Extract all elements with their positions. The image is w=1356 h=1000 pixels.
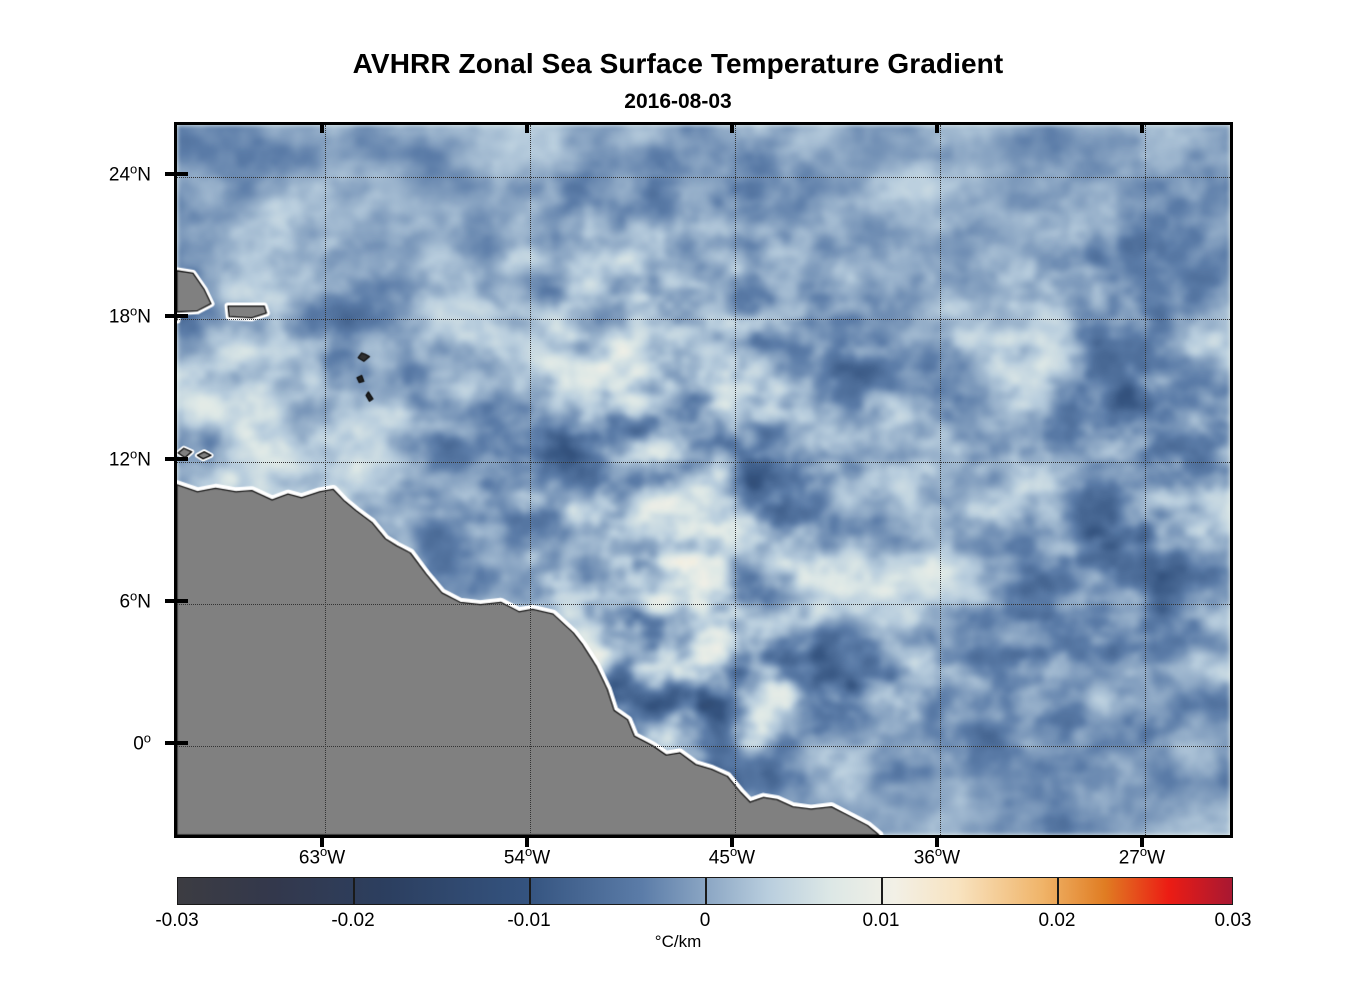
y-tick-inner [177, 741, 188, 746]
y-tick-mark [165, 172, 176, 177]
colorbar-tick-mark [1057, 877, 1059, 905]
x-axis-label: 27oW [1118, 844, 1166, 869]
y-tick-inner [177, 172, 188, 177]
x-axis-label: 54oW [503, 844, 551, 869]
colorbar-tick-label: -0.01 [507, 910, 551, 931]
y-axis-label: 6oN [119, 588, 151, 613]
x-tick-mark [729, 835, 734, 847]
x-tick-mark-top [1139, 122, 1144, 133]
y-tick-mark [165, 456, 176, 461]
map-plot-area [174, 122, 1233, 838]
x-axis-label: 45oW [708, 844, 756, 869]
x-tick-mark-top [525, 122, 529, 133]
colorbar-tick-label: 0.02 [1038, 910, 1076, 931]
y-axis-label: 0o [133, 730, 151, 755]
y-tick-mark [165, 741, 176, 746]
colorbar-tick-label: -0.03 [155, 910, 199, 931]
y-tick-mark [165, 598, 176, 603]
colorbar-tick-mark [881, 877, 883, 905]
x-tick-mark-top [729, 122, 734, 133]
y-axis-label: 18oN [108, 303, 151, 329]
y-tick-inner [177, 314, 188, 319]
x-tick-mark [1139, 835, 1144, 847]
sst-gradient-heatmap [177, 125, 1230, 835]
colorbar-tick-mark [353, 877, 355, 905]
x-tick-mark [320, 835, 325, 847]
colorbar-tick-mark [529, 877, 531, 905]
colorbar-tick-label: 0.03 [1214, 910, 1252, 931]
x-axis-label: 63oW [298, 844, 346, 869]
y-tick-inner [177, 456, 188, 461]
figure-subtitle: 2016-08-03 [624, 90, 732, 113]
colorbar-unit-label: °C/km [654, 932, 702, 951]
x-tick-mark [525, 835, 529, 847]
x-tick-mark-top [934, 122, 939, 133]
x-tick-mark-top [320, 122, 325, 133]
x-tick-mark [934, 835, 939, 847]
x-axis-label: 36oW [913, 844, 961, 869]
y-axis-label: 12oN [108, 445, 151, 471]
figure-title: AVHRR Zonal Sea Surface Temperature Grad… [352, 48, 1004, 79]
colorbar-tick-label: 0 [699, 910, 711, 931]
colorbar-tick-label: 0.01 [862, 910, 900, 931]
y-tick-inner [177, 598, 188, 603]
colorbar-tick-label: -0.02 [331, 910, 375, 931]
y-tick-mark [165, 314, 176, 319]
y-axis-label: 24oN [108, 161, 151, 186]
colorbar-tick-mark [705, 877, 707, 905]
